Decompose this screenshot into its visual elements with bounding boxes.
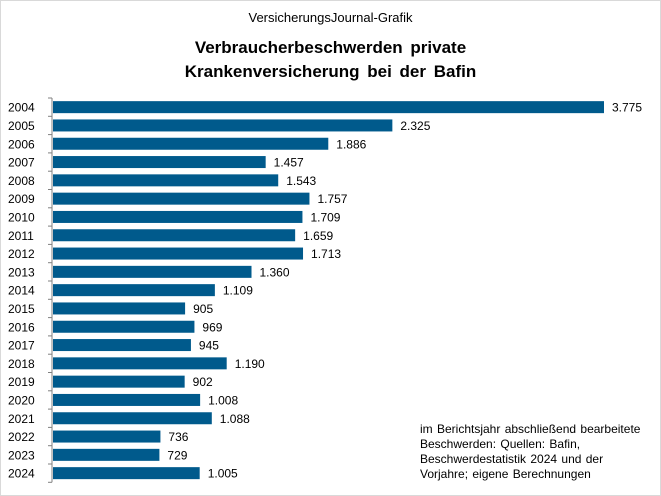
bar-2007 xyxy=(53,156,266,169)
bar-2008 xyxy=(53,174,279,187)
source-note: im Berichtsjahr abschließend bearbeitete… xyxy=(420,422,641,481)
value-label: 945 xyxy=(199,339,219,353)
category-label: 2008 xyxy=(8,174,35,188)
value-label: 902 xyxy=(193,375,213,389)
value-label: 1.088 xyxy=(220,412,250,426)
bar-2016 xyxy=(53,320,195,333)
value-label: 905 xyxy=(193,302,213,316)
chart-title-line-2: Krankenversicherung bei der Bafin xyxy=(184,62,477,81)
category-label: 2019 xyxy=(8,375,35,389)
category-label: 2018 xyxy=(8,357,35,371)
bar-2019 xyxy=(53,375,185,388)
bar-2023 xyxy=(53,448,160,461)
category-label: 2009 xyxy=(8,192,35,206)
bar-2014 xyxy=(53,284,215,297)
chart-title-line-1: Verbraucherbeschwerden private xyxy=(194,38,467,57)
category-label: 2004 xyxy=(8,101,35,115)
value-label: 729 xyxy=(167,448,187,462)
bar-2013 xyxy=(53,265,252,278)
category-label: 2020 xyxy=(8,393,35,407)
bar-2004 xyxy=(53,101,604,114)
value-label: 1.457 xyxy=(274,156,304,170)
bar-2009 xyxy=(53,192,310,205)
bar-2020 xyxy=(53,393,201,406)
category-label: 2023 xyxy=(8,448,35,462)
chart-header: VersicherungsJournal-Grafik xyxy=(248,10,413,25)
category-label: 2014 xyxy=(8,284,35,298)
value-label: 736 xyxy=(168,430,188,444)
bar-2015 xyxy=(53,302,186,315)
category-label: 2010 xyxy=(8,210,35,224)
bar-2018 xyxy=(53,357,227,370)
category-label: 2021 xyxy=(8,412,35,426)
value-label: 1.109 xyxy=(223,284,253,298)
value-label: 1.008 xyxy=(208,393,238,407)
category-label: 2017 xyxy=(8,339,35,353)
category-label: 2022 xyxy=(8,430,35,444)
value-label: 2.325 xyxy=(400,119,430,133)
category-label: 2016 xyxy=(8,320,35,334)
bar-2017 xyxy=(53,339,191,352)
category-label: 2015 xyxy=(8,302,35,316)
value-label: 1.190 xyxy=(235,357,265,371)
value-label: 3.775 xyxy=(612,101,642,115)
value-label: 969 xyxy=(202,320,222,334)
category-label: 2011 xyxy=(8,229,34,243)
value-label: 1.659 xyxy=(303,229,333,243)
bar-2024 xyxy=(53,467,200,480)
value-label: 1.543 xyxy=(286,174,316,188)
value-label: 1.360 xyxy=(260,265,290,279)
bar-2021 xyxy=(53,412,212,425)
category-label: 2006 xyxy=(8,137,35,151)
category-label: 2012 xyxy=(8,247,35,261)
category-label: 2013 xyxy=(8,265,35,279)
value-label: 1.005 xyxy=(208,467,238,481)
bar-2011 xyxy=(53,229,296,242)
bar-2006 xyxy=(53,137,329,150)
bar-2012 xyxy=(53,247,304,260)
bar-2005 xyxy=(53,119,393,132)
category-label: 2007 xyxy=(8,156,35,170)
category-label: 2024 xyxy=(8,467,35,481)
chart-title: Verbraucherbeschwerden private Krankenve… xyxy=(0,36,661,84)
bar-2022 xyxy=(53,430,161,443)
value-label: 1.713 xyxy=(311,247,341,261)
value-label: 1.757 xyxy=(317,192,347,206)
bar-2010 xyxy=(53,210,303,223)
value-label: 1.886 xyxy=(336,137,366,151)
value-label: 1.709 xyxy=(310,210,340,224)
category-label: 2005 xyxy=(8,119,35,133)
